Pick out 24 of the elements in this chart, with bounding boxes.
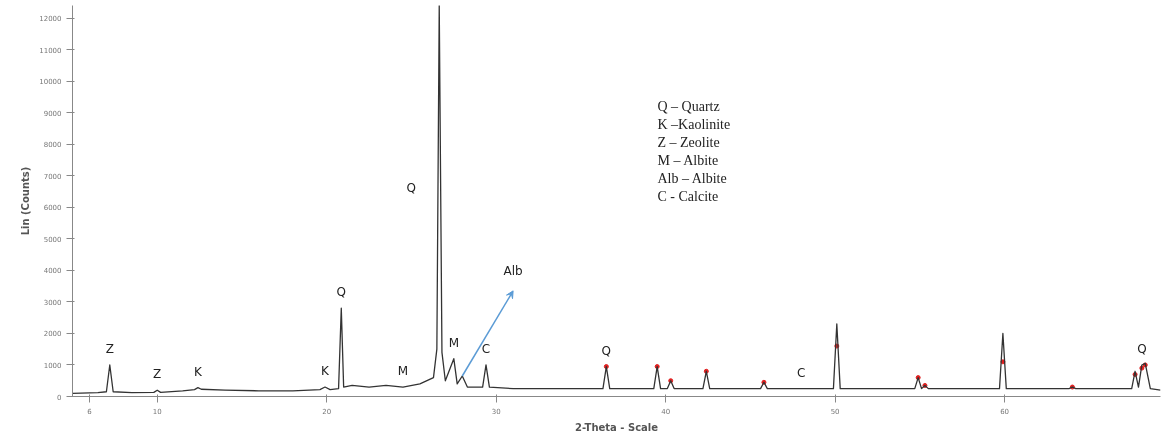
annotation: Q bbox=[336, 285, 347, 300]
point bbox=[603, 364, 609, 370]
annotation: K bbox=[321, 364, 331, 379]
annotation: M bbox=[448, 335, 459, 350]
annotation: Z bbox=[153, 367, 162, 382]
annotation: M – Albite bbox=[657, 152, 719, 168]
annotation: Z bbox=[105, 341, 114, 356]
annotation: C bbox=[797, 365, 806, 380]
annotation: Q – Quartz bbox=[657, 98, 720, 114]
annotation: Alb bbox=[503, 263, 523, 278]
annotation: Q bbox=[601, 343, 612, 358]
annotation: Alb – Albite bbox=[657, 170, 727, 186]
annotation: Z – Zeolite bbox=[657, 134, 720, 150]
y-axis-title: Lin (Counts) bbox=[20, 166, 32, 236]
annotation: C bbox=[481, 341, 491, 356]
annotation: K bbox=[193, 364, 203, 379]
x-axis-title: 2-Theta - Scale bbox=[574, 421, 659, 433]
annotation: C - Calcite bbox=[657, 188, 719, 204]
point bbox=[654, 364, 660, 370]
annotation: M bbox=[397, 364, 409, 379]
annotation: Q bbox=[1137, 341, 1147, 356]
annotation: K –Kaolinite bbox=[657, 116, 731, 132]
annotation: Q bbox=[406, 181, 416, 196]
line-series bbox=[72, 5, 1161, 394]
